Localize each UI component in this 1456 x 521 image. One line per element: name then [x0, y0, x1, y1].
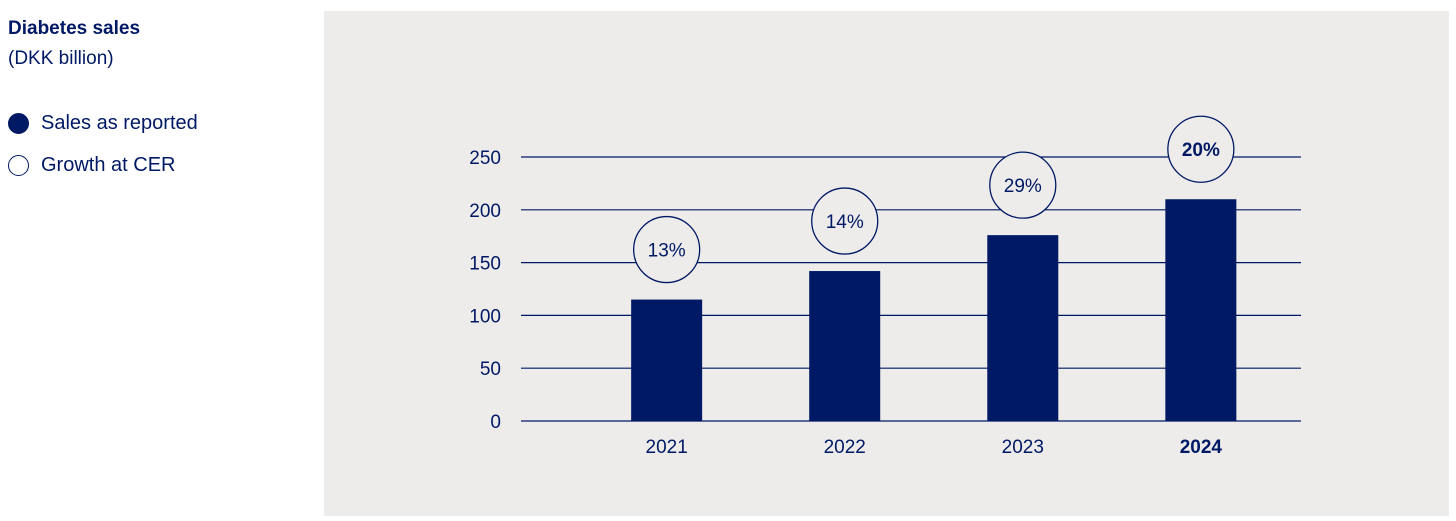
- y-tick-label: 100: [469, 306, 501, 327]
- y-tick-label: 50: [480, 359, 501, 380]
- growth-bubble: [1167, 115, 1235, 183]
- bar: [987, 235, 1059, 421]
- chart-unit: (DKK billion): [8, 48, 114, 69]
- x-tick-label: 2023: [1002, 437, 1044, 458]
- legend-label-sales: Sales as reported: [41, 111, 198, 134]
- chart-title: Diabetes sales: [8, 18, 141, 39]
- legend-item-sales: Sales as reported: [8, 102, 308, 144]
- legend-item-growth: Growth at CER: [8, 144, 308, 186]
- growth-bubble: [811, 187, 879, 255]
- growth-label: 20%: [1182, 140, 1220, 161]
- x-tick-label: 2021: [646, 437, 688, 458]
- x-tick-label: 2024: [1180, 437, 1223, 458]
- bar-chart: 0 50 100 150 200 250 2021 13% 2022 14% 2023 29% 2024…: [469, 115, 1301, 458]
- chart-panel: 0 50 100 150 200 250 2021 13% 2022 14% 2023 29% 2024…: [324, 11, 1449, 516]
- y-tick-label: 250: [469, 148, 501, 169]
- growth-bubble: [989, 151, 1057, 219]
- y-tick-label: 200: [469, 201, 501, 222]
- bar: [1165, 199, 1237, 421]
- legend-panel: Diabetes sales (DKK billion) Sales as re…: [8, 14, 308, 186]
- growth-label: 14%: [826, 212, 864, 233]
- growth-label: 13%: [648, 241, 686, 262]
- y-tick-label: 150: [469, 254, 501, 275]
- bar: [631, 299, 703, 421]
- legend-label-growth: Growth at CER: [41, 153, 176, 176]
- y-tick-label: 0: [490, 412, 501, 433]
- x-tick-label: 2022: [824, 437, 866, 458]
- legend-list: Sales as reported Growth at CER: [8, 102, 308, 186]
- growth-label: 29%: [1004, 176, 1042, 197]
- bar: [809, 271, 881, 421]
- filled-circle-icon: [8, 112, 29, 134]
- hollow-circle-icon: [8, 154, 29, 176]
- growth-bubble: [633, 215, 701, 284]
